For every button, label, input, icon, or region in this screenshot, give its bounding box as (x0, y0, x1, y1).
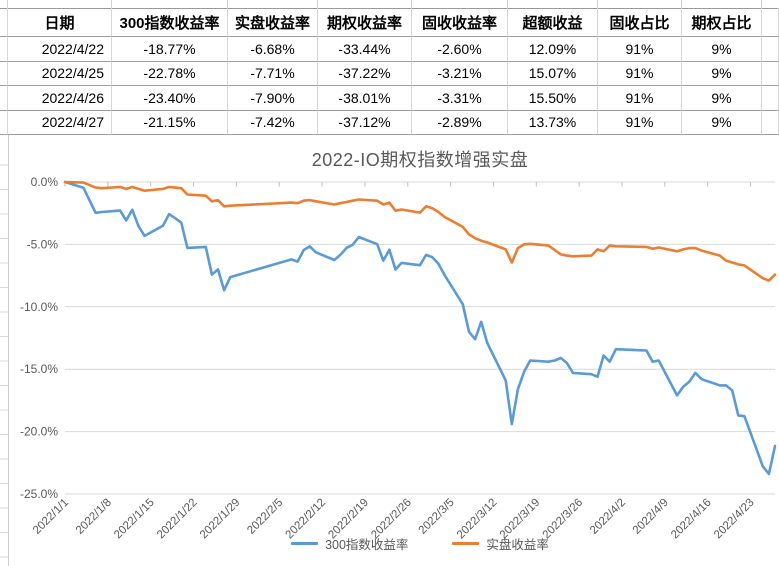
legend-swatch (291, 542, 319, 545)
table-cell-r1c2[interactable]: -7.71% (228, 61, 318, 86)
table-cell-r0c3[interactable]: -33.44% (318, 37, 412, 62)
grid-line (7, 0, 8, 8)
table-cell-r2c2[interactable]: -7.90% (228, 86, 318, 111)
column-header-7[interactable]: 期权占比 (682, 8, 762, 37)
row-stub-cell (0, 110, 8, 135)
table-cell-r0c4[interactable]: -2.60% (412, 37, 508, 62)
chart-title: 2022-IO期权指数增强实盘 (311, 150, 529, 170)
chart-legend: 300指数收益率 实盘收益率 (65, 534, 775, 553)
table-cell-r1c3[interactable]: -37.22% (318, 61, 412, 86)
table-cell-r1c7[interactable]: 9% (682, 61, 762, 86)
table-cell-r2c5[interactable]: 15.50% (508, 86, 598, 111)
table-cell-r0c5[interactable]: 12.09% (508, 37, 598, 62)
table-cell-r3c0[interactable]: 2022/4/27 (8, 110, 112, 135)
legend-item-1[interactable]: 实盘收益率 (452, 534, 549, 553)
table-cell-r0c7[interactable]: 9% (682, 37, 762, 62)
row-stub-cell (0, 37, 8, 62)
y-axis-tick-label: 0.0% (31, 175, 59, 189)
column-header-5[interactable]: 超额收益 (508, 8, 598, 37)
table-cell-r0c1[interactable]: -18.77% (112, 37, 228, 62)
table-cell-r1c0[interactable]: 2022/4/25 (8, 61, 112, 86)
column-header-0[interactable]: 日期 (8, 8, 112, 37)
series-line-1[interactable] (63, 180, 777, 282)
x-axis-tick-label: 2022/4/2 (588, 497, 628, 537)
y-axis-tick-label: -25.0% (20, 487, 58, 501)
grid-line (761, 0, 762, 8)
grid-line (111, 0, 112, 8)
grid-line (411, 0, 412, 8)
table-cell-r1c6[interactable]: 91% (598, 61, 682, 86)
y-axis-tick-label: -5.0% (27, 237, 59, 251)
table-cell-r1c4[interactable]: -3.21% (412, 61, 508, 86)
series-line-0[interactable] (63, 180, 777, 476)
table-cell-r2c1[interactable]: -23.40% (112, 86, 228, 111)
y-axis-tick-label: -20.0% (20, 425, 58, 439)
spreadsheet-grid-sliver (0, 135, 9, 566)
grid-line (317, 0, 318, 8)
table-cell-r3c3[interactable]: -37.12% (318, 110, 412, 135)
header-stub-cell (0, 8, 8, 37)
column-header-1[interactable]: 300指数收益率 (112, 8, 228, 37)
table-cell-r3c4[interactable]: -2.89% (412, 110, 508, 135)
legend-item-0[interactable]: 300指数收益率 (291, 534, 408, 553)
table-cell-r3c2[interactable]: -7.42% (228, 110, 318, 135)
table-cell-r3c7[interactable]: 9% (682, 110, 762, 135)
row-stub-cell (0, 86, 8, 111)
x-axis-tick-label: 2022/2/5 (245, 497, 285, 537)
clipped-row-above (0, 0, 779, 9)
table-cell-r2c3[interactable]: -38.01% (318, 86, 412, 111)
legend-label: 300指数收益率 (325, 538, 409, 552)
y-axis-tick-label: -15.0% (20, 362, 58, 376)
table-cell-r0c2[interactable]: -6.68% (228, 37, 318, 62)
column-header-2[interactable]: 实盘收益率 (228, 8, 318, 37)
x-axis-tick-label: 2022/1/1 (31, 497, 71, 537)
legend-label: 实盘收益率 (486, 538, 549, 552)
table-cell-r3c5[interactable]: 13.73% (508, 110, 598, 135)
column-header-6[interactable]: 固收占比 (598, 8, 682, 37)
table-cell-r1c5[interactable]: 15.07% (508, 61, 598, 86)
x-axis-tick-label: 2022/3/5 (417, 497, 457, 537)
table-cell-r0c0[interactable]: 2022/4/22 (8, 37, 112, 62)
grid-line (507, 0, 508, 8)
legend-swatch (452, 542, 480, 545)
table-cell-r3c6[interactable]: 91% (598, 110, 682, 135)
x-axis-tick-label: 2022/1/8 (74, 497, 114, 537)
table-cell-r2c4[interactable]: -3.31% (412, 86, 508, 111)
table-cell-r1c1[interactable]: -22.78% (112, 61, 228, 86)
table-cell-r2c0[interactable]: 2022/4/26 (8, 86, 112, 111)
table-cell-r2c7[interactable]: 9% (682, 86, 762, 111)
table-cell-r0c6[interactable]: 91% (598, 37, 682, 62)
table-cell-r3c1[interactable]: -21.15% (112, 110, 228, 135)
grid-line (227, 0, 228, 8)
grid-line (597, 0, 598, 8)
table-cell-r2c6[interactable]: 91% (598, 86, 682, 111)
x-axis-tick-label: 2022/4/9 (631, 497, 671, 537)
column-header-3[interactable]: 期权收益率 (318, 8, 412, 37)
column-header-4[interactable]: 固收收益率 (412, 8, 508, 37)
grid-line (681, 0, 682, 8)
row-stub-cell (0, 61, 8, 86)
y-axis-tick-label: -10.0% (20, 300, 58, 314)
